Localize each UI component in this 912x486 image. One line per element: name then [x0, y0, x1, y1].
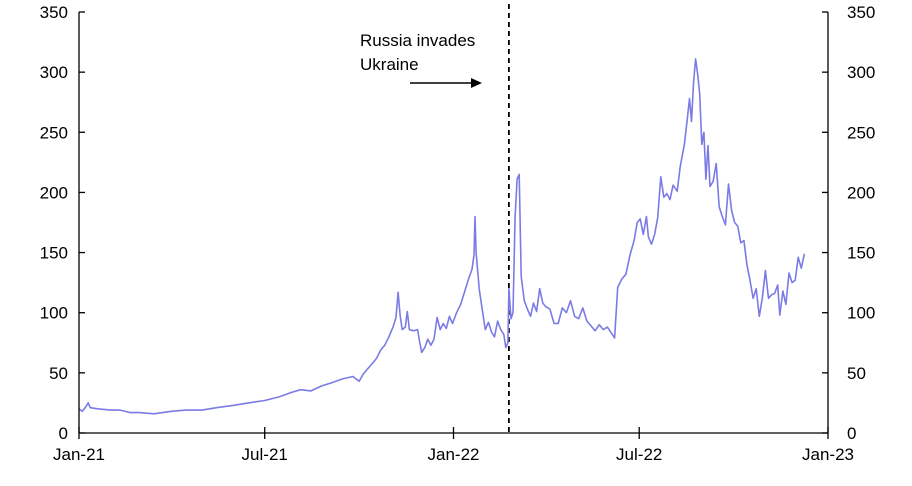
y-tick-label-left: 150	[40, 244, 68, 263]
series-line	[78, 58, 806, 415]
x-axis: Jan-21 Jul-21 Jan-22 Jul-22 Jan-23	[53, 427, 854, 464]
x-tick-label: Jul-21	[242, 445, 288, 464]
x-tick-label: Jan-23	[802, 445, 854, 464]
y-tick-label-right: 100	[847, 304, 875, 323]
y-axis-left: 0 50 100 150 200 250 300 350	[40, 3, 85, 443]
y-tick-label-right: 300	[847, 63, 875, 82]
y-tick-label-right: 50	[847, 364, 866, 383]
y-tick-label-right: 250	[847, 123, 875, 142]
y-tick-label-left: 0	[59, 424, 68, 443]
y-tick-label-left: 300	[40, 63, 68, 82]
x-tick-label: Jan-22	[428, 445, 480, 464]
y-tick-label-left: 100	[40, 304, 68, 323]
y-tick-label-left: 250	[40, 123, 68, 142]
x-tick-label: Jul-22	[616, 445, 662, 464]
y-tick-label-right: 150	[847, 244, 875, 263]
y-tick-label-right: 200	[847, 183, 875, 202]
annotation: Russia invades Ukraine	[360, 31, 482, 88]
plot-area: Russia invades Ukraine Jan-21 Jul-21 Jan-2…	[40, 3, 876, 464]
y-tick-label-left: 200	[40, 183, 68, 202]
y-tick-label-right: 0	[847, 424, 856, 443]
y-tick-label-left: 50	[49, 364, 68, 383]
annotation-text-line-1: Russia invades	[360, 31, 475, 50]
annotation-text-line-2: Ukraine	[360, 55, 419, 74]
y-axis-right: 0 50 100 150 200 250 300 350	[822, 3, 875, 443]
y-tick-label-left: 350	[40, 3, 68, 22]
y-tick-label-right: 350	[847, 3, 875, 22]
annotation-arrow-head	[471, 78, 482, 88]
x-tick-label: Jan-21	[53, 445, 105, 464]
